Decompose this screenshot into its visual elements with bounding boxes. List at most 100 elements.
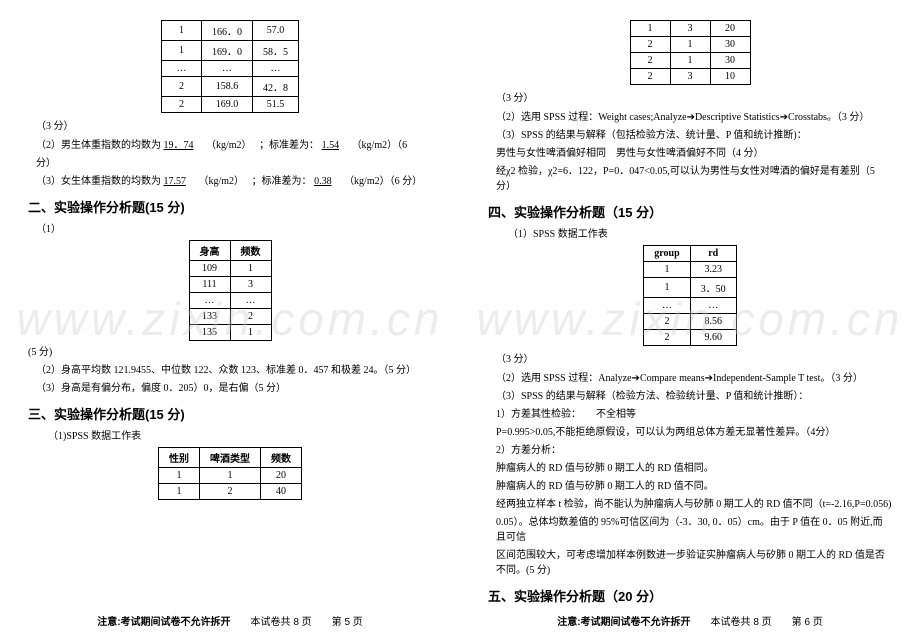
table-row: 2310 (630, 69, 750, 85)
page5-footer: 注意:考试期间试卷不允许拆开 本试卷共 8 页 第 5 页 (0, 613, 460, 628)
table-cell: 1 (162, 41, 202, 61)
table-row: …… (644, 298, 736, 314)
table-cell: 2 (162, 77, 202, 97)
table-cell: 2 (630, 37, 670, 53)
page6-table1: 1320213021302310 (630, 20, 751, 85)
page5-line2-cont: 分） (36, 156, 432, 171)
value-male-mean: 19．74 (164, 140, 194, 151)
table-row: 2130 (630, 37, 750, 53)
table-header-cell: 性别 (159, 448, 200, 468)
page6-score3: （3 分） (496, 350, 892, 365)
table-cell: 2 (644, 314, 690, 330)
page6-table2-body: 13.2313．50……28.5629.60 (644, 262, 736, 346)
table-cell: 57.0 (253, 21, 299, 41)
text: ；标准差为： (259, 140, 319, 151)
value-female-mean: 17.57 (164, 176, 187, 187)
table-row: 1113 (189, 277, 271, 293)
table-header-cell: 频数 (230, 241, 271, 261)
heading-3: 三、实验操作分析题(15 分) (28, 404, 432, 423)
table-cell: 1 (159, 484, 200, 500)
page5-line5: （2）身高平均数 121.9455、中位数 122、众数 123、标准差 0．4… (36, 363, 432, 378)
heading-4: 四、实验操作分析题（15 分） (488, 202, 892, 221)
page5-line6: （3）身高是有偏分布，偏度 0．205）0，是右偏（5 分） (36, 381, 432, 396)
table-cell: 2 (230, 309, 271, 325)
table-row: 1332 (189, 309, 271, 325)
table-cell: 58．5 (253, 41, 299, 61)
table-cell: 8.56 (690, 314, 736, 330)
footer-bold: 注意:考试期间试卷不允许拆开 (97, 617, 230, 628)
table-cell: 109 (189, 261, 230, 277)
table-header-cell: rd (690, 246, 736, 262)
page6-score1: （3 分） (496, 89, 892, 104)
page5-line3: （3）女生体重指数的均数为 17.57 （kg/m2） ；标准差为： 0.38 … (36, 174, 432, 189)
table-row: 1091 (189, 261, 271, 277)
text: （kg/m2）（6 (352, 140, 408, 151)
table-cell: 1 (200, 468, 261, 484)
table-header-cell: group (644, 246, 690, 262)
table-cell: … (162, 61, 202, 77)
page6-l43c: 2）方差分析： (496, 443, 892, 458)
page5-score5: (5 分) (28, 345, 432, 360)
page6-l43d: 肿瘤病人的 RD 值与矽肺 0 期工人的 RD 值相同。 (496, 461, 892, 476)
table-cell: 1 (162, 21, 202, 41)
table-cell: … (202, 61, 253, 77)
text: （2）男生体重指数的均数为 (36, 140, 161, 151)
page5-table3: 性别啤酒类型频数 11201240 (158, 447, 302, 500)
table-row: 2158.642．8 (162, 77, 299, 97)
table-cell: … (690, 298, 736, 314)
page6-table1-body: 1320213021302310 (630, 21, 750, 85)
table-cell: … (189, 293, 230, 309)
table-row: 2169.051.5 (162, 97, 299, 113)
table-cell: 3．50 (690, 278, 736, 298)
table-header-cell: 啤酒类型 (200, 448, 261, 468)
page5-table1-body: 1166．057.01169．058．5………2158.642．82169.05… (162, 21, 299, 113)
table-row: 1120 (159, 468, 302, 484)
table-cell: 2 (162, 97, 202, 113)
table-cell: 10 (710, 69, 750, 85)
table-header-row: 身高频数 (189, 241, 271, 261)
value-male-sd: 1.54 (322, 140, 340, 151)
table-cell: 2 (200, 484, 261, 500)
page5-score1: （3 分） (36, 117, 432, 132)
table-row: 28.56 (644, 314, 736, 330)
page6-l43a: 1）方差其性检验： 不全相等 (496, 407, 892, 422)
table-row: 1320 (630, 21, 750, 37)
table-cell: 3 (670, 21, 710, 37)
table-cell: 2 (630, 69, 670, 85)
table-cell: 2 (644, 330, 690, 346)
table-row: 1240 (159, 484, 302, 500)
heading-2: 二、实验操作分析题(15 分) (28, 197, 432, 216)
footer-rest: 本试卷共 8 页 第 5 页 (231, 617, 363, 628)
table-cell: 3 (670, 69, 710, 85)
page6-l43: （3）SPSS 的结果与解释（检验方法、检验统计量、P 值和统计推断）： (496, 389, 892, 404)
table-cell: 30 (710, 37, 750, 53)
page6-line2: （2）选用 SPSS 过程：Weight cases;Analyze➔Descr… (496, 110, 892, 125)
table-cell: 40 (261, 484, 302, 500)
text: （kg/m2） (206, 140, 247, 151)
table-cell: 111 (189, 277, 230, 293)
table-cell: … (253, 61, 299, 77)
table-cell: … (230, 293, 271, 309)
value-female-sd: 0.38 (314, 176, 332, 187)
table-header-row: 性别啤酒类型频数 (159, 448, 302, 468)
table-cell: 166．0 (202, 21, 253, 41)
page6-l43b: P=0.995>0.05,不能拒绝原假设，可以认为两组总体方差无显著性差异。（4… (496, 425, 892, 440)
table-cell: 133 (189, 309, 230, 325)
table-cell: 158.6 (202, 77, 253, 97)
table-row: 29.60 (644, 330, 736, 346)
table-cell: 1 (630, 21, 670, 37)
table-row: 13.23 (644, 262, 736, 278)
footer-rest: 本试卷共 8 页 第 6 页 (691, 617, 823, 628)
table-cell: 20 (710, 21, 750, 37)
table-row: 2130 (630, 53, 750, 69)
table-row: …… (189, 293, 271, 309)
table-header-cell: 身高 (189, 241, 230, 261)
table-cell: 169．0 (202, 41, 253, 61)
table-row: 1169．058．5 (162, 41, 299, 61)
table-cell: 3.23 (690, 262, 736, 278)
text: （3）女生体重指数的均数为 (36, 176, 161, 187)
page5-item1: （1） (36, 222, 432, 237)
page5-table1: 1166．057.01169．058．5………2158.642．82169.05… (161, 20, 299, 113)
page5-item3-1: （1)SPSS 数据工作表 (48, 429, 432, 444)
table-row: 13．50 (644, 278, 736, 298)
